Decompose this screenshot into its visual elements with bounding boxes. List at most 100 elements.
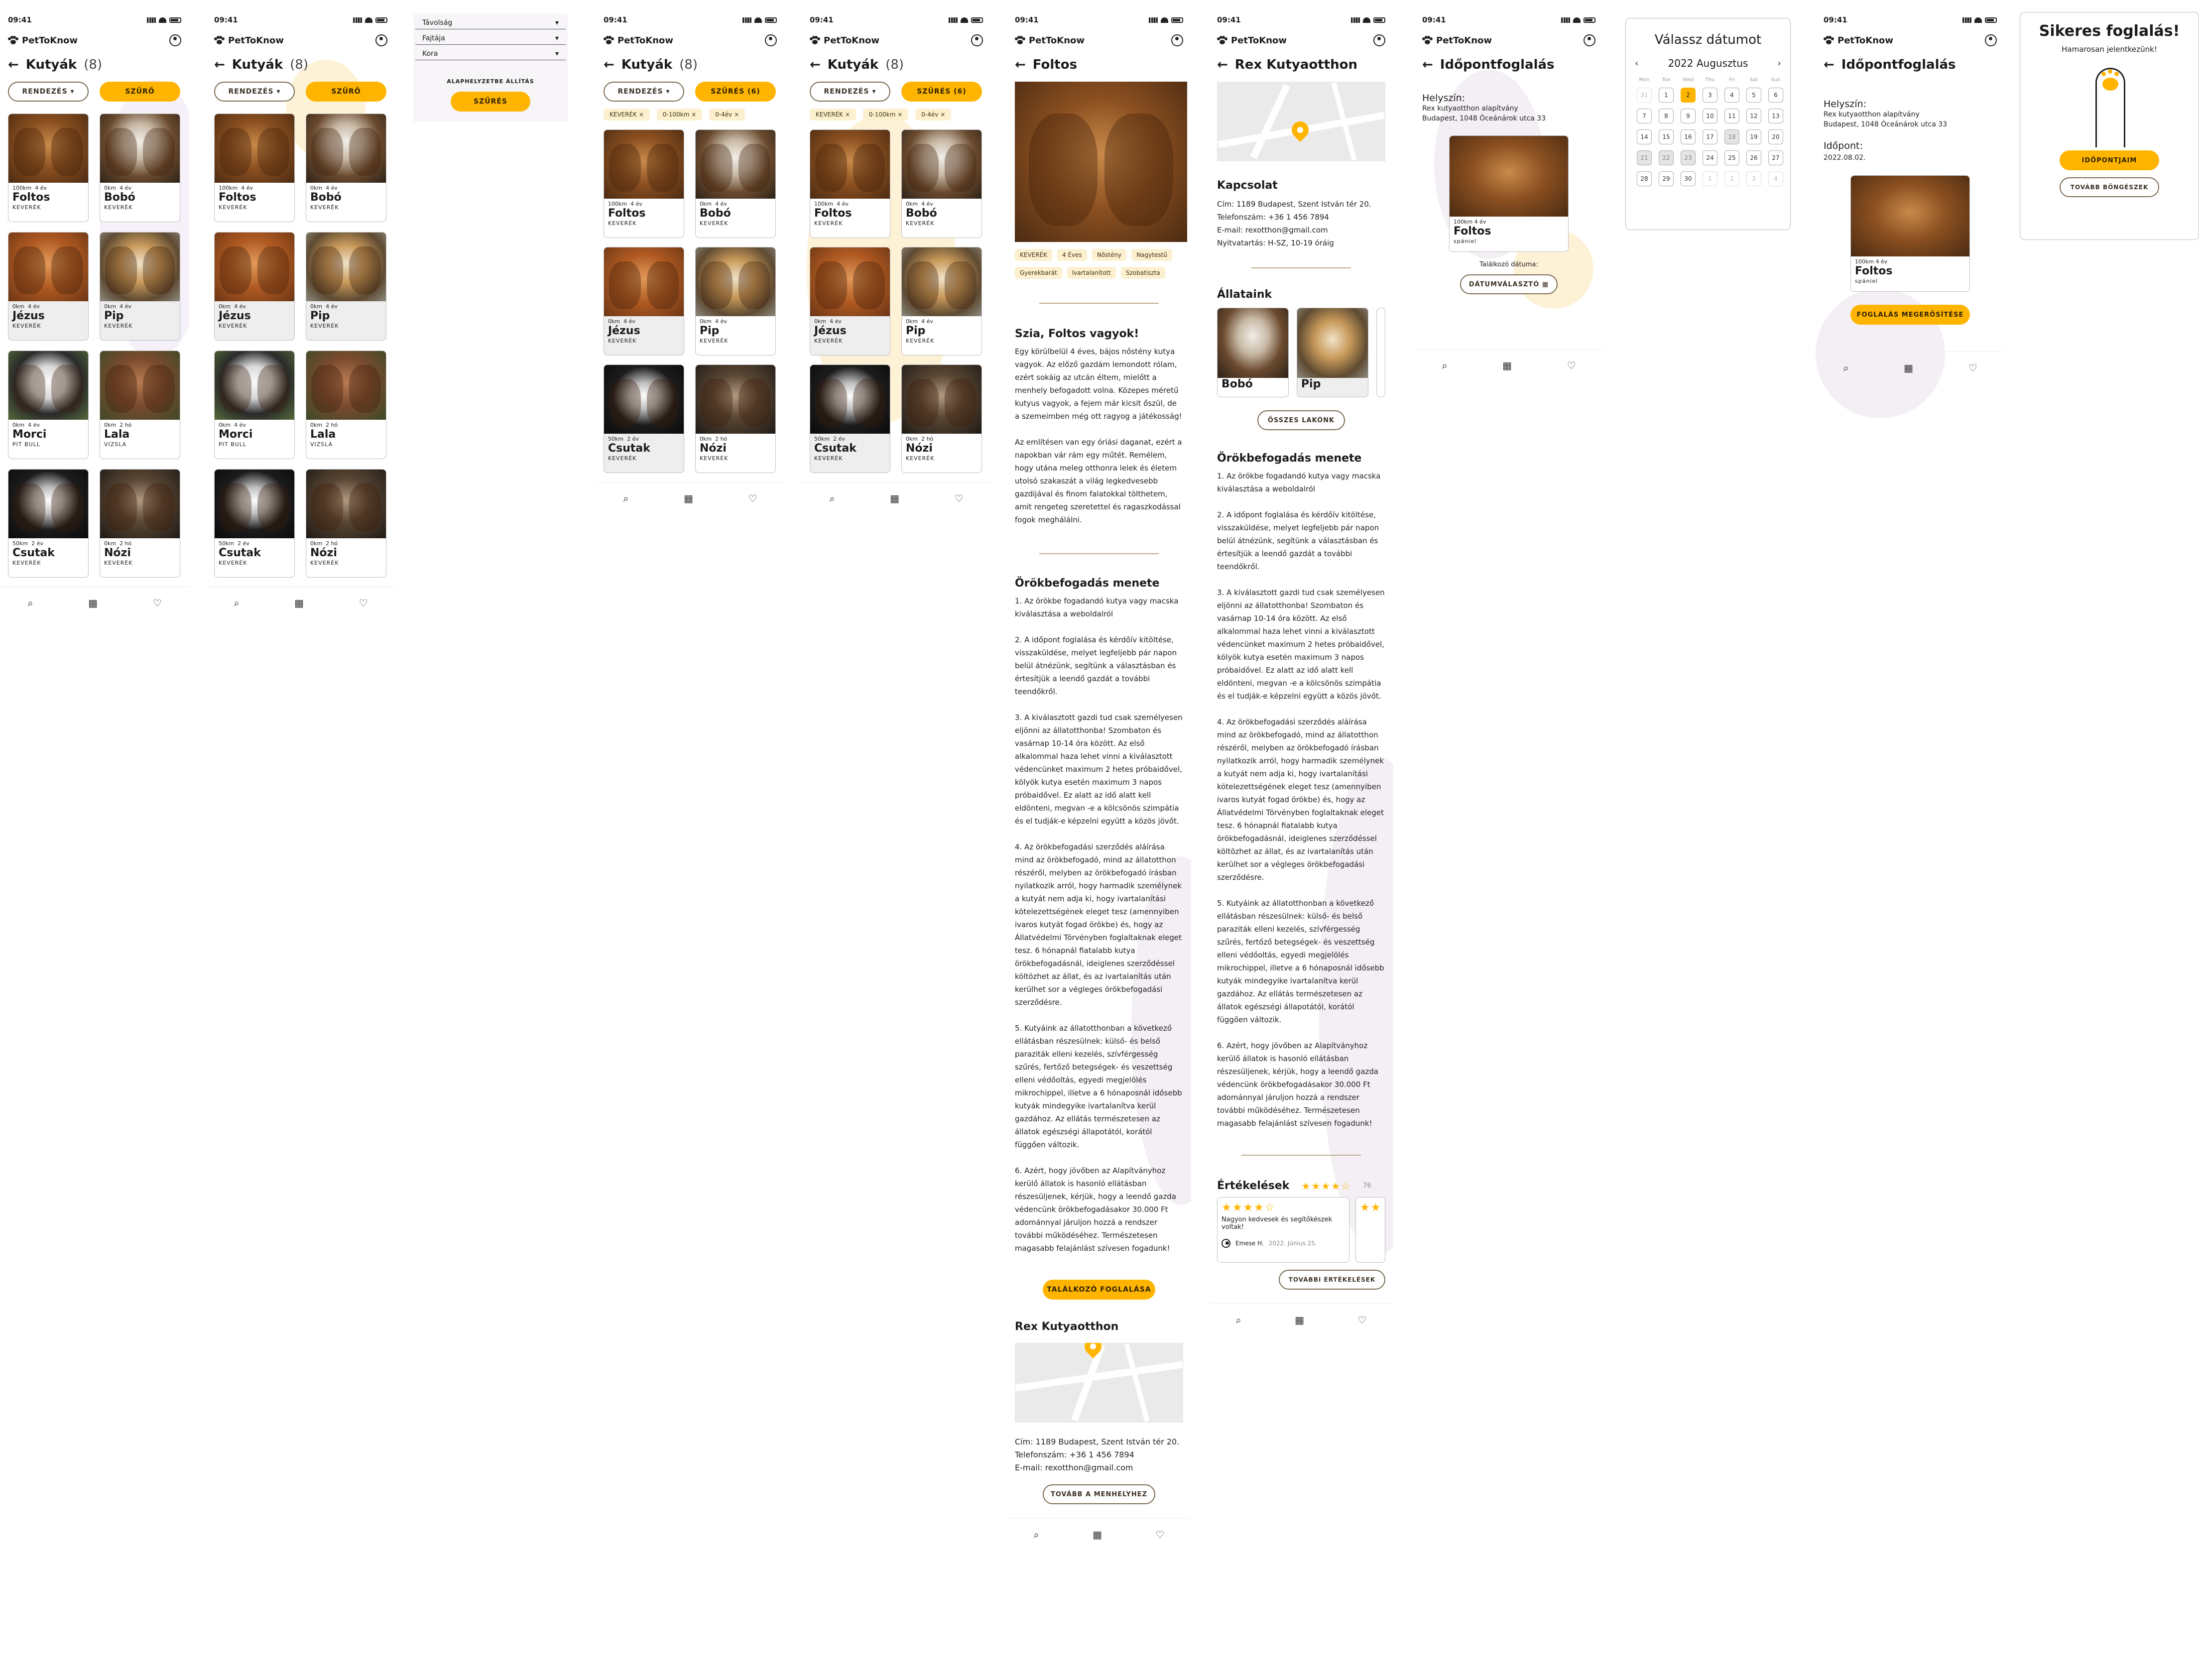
dog-card[interactable]: 0km 4 év Pip KEVERÉK xyxy=(901,247,982,356)
filter-distance[interactable]: Távolság ▾ xyxy=(415,14,566,29)
calendar-day[interactable]: 25 xyxy=(1724,150,1739,165)
dog-card[interactable]: 50km 2 év Csutak KEVERÉK xyxy=(214,469,295,578)
animal-card-partial[interactable] xyxy=(1376,308,1386,397)
search-icon[interactable]: ⌕ xyxy=(829,492,835,504)
dog-card[interactable]: 0km 2 hó Nózi KEVERÉK xyxy=(901,364,982,473)
calendar-icon[interactable]: ▦ xyxy=(294,597,304,609)
dog-card[interactable]: 0km 2 hó Nózi KEVERÉK xyxy=(695,364,776,473)
dog-card[interactable]: 0km 4 év Pip KEVERÉK xyxy=(306,232,386,341)
filter-button-active[interactable]: SZŰRÉS (6) xyxy=(695,82,776,102)
calendar-day[interactable]: 24 xyxy=(1703,150,1717,165)
calendar-day[interactable]: 5 xyxy=(1746,88,1761,103)
search-icon[interactable]: ⌕ xyxy=(1033,1528,1039,1541)
filter-submit-button[interactable]: SZŰRÉS xyxy=(451,92,530,112)
profile-icon[interactable] xyxy=(1373,34,1385,46)
calendar-day[interactable]: 9 xyxy=(1681,109,1696,123)
calendar-day[interactable]: 1 xyxy=(1703,171,1717,186)
filter-button-active[interactable]: SZŰRÉS (6) xyxy=(901,82,982,102)
calendar-day[interactable]: 16 xyxy=(1681,129,1696,144)
dog-card[interactable]: 0km 4 év Bobó KEVERÉK xyxy=(100,114,180,222)
date-picker-button[interactable]: DÁTUMVÁLASZTÓ ▦ xyxy=(1460,274,1558,294)
search-icon[interactable]: ⌕ xyxy=(1843,361,1849,374)
dog-card[interactable]: 0km 2 hó Lala VIZSLA xyxy=(100,351,180,459)
calendar-day[interactable]: 10 xyxy=(1703,109,1717,123)
filter-breed[interactable]: Fajtája ▾ xyxy=(415,29,566,45)
profile-icon[interactable] xyxy=(169,34,181,46)
calendar-icon[interactable]: ▦ xyxy=(88,597,98,609)
filter-chip[interactable]: 0-4év × xyxy=(915,109,952,120)
filter-age[interactable]: Kora ▾ xyxy=(415,45,566,60)
sort-button[interactable]: RENDEZÉS ▾ xyxy=(214,82,295,102)
bulb-icon[interactable]: ♡ xyxy=(1567,359,1576,371)
dog-card[interactable]: 50km 2 év Csutak KEVERÉK xyxy=(8,469,89,578)
calendar-day[interactable]: 7 xyxy=(1637,109,1652,123)
calendar-day[interactable]: 23 xyxy=(1681,150,1696,165)
dog-card[interactable]: 100km 4 év Foltos KEVERÉK xyxy=(810,129,890,238)
back-arrow-icon[interactable]: ← xyxy=(1015,57,1026,72)
more-reviews-button[interactable]: TOVÁBBI ÉRTÉKELÉSEK xyxy=(1279,1270,1385,1290)
dog-card[interactable]: 0km 2 hó Nózi KEVERÉK xyxy=(100,469,180,578)
calendar-day[interactable]: 18 xyxy=(1724,129,1739,144)
filter-reset-link[interactable]: ALAPHELYZETBE ÁLLÍTÁS xyxy=(447,78,534,85)
search-icon[interactable]: ⌕ xyxy=(1442,359,1448,371)
calendar-day[interactable]: 3 xyxy=(1703,88,1717,103)
dog-card[interactable]: 0km 4 év Jézus KEVERÉK xyxy=(214,232,295,341)
next-month-icon[interactable]: › xyxy=(1777,58,1781,69)
dog-card[interactable]: 50km 2 év Csutak KEVERÉK xyxy=(604,364,684,473)
filter-chip[interactable]: 0-4év × xyxy=(709,109,745,120)
profile-icon[interactable] xyxy=(971,34,983,46)
filter-chip[interactable]: 0-100km × xyxy=(862,109,909,120)
go-to-shelter-button[interactable]: TOVÁBB A MENHELYHEZ xyxy=(1043,1484,1155,1504)
dog-card[interactable]: 0km 4 év Morci PIT BULL xyxy=(8,351,89,459)
calendar-day[interactable]: 17 xyxy=(1703,129,1717,144)
profile-icon[interactable] xyxy=(1985,34,1997,46)
back-arrow-icon[interactable]: ← xyxy=(604,57,614,72)
prev-month-icon[interactable]: ‹ xyxy=(1635,58,1639,69)
calendar-day[interactable]: 31 xyxy=(1637,88,1652,103)
bulb-icon[interactable]: ♡ xyxy=(1155,1528,1165,1541)
booked-dog-card[interactable]: 100km 4 év Foltos spániel xyxy=(1449,135,1569,252)
shelter-map[interactable] xyxy=(1217,82,1385,161)
calendar-day[interactable]: 21 xyxy=(1637,150,1652,165)
book-meeting-button[interactable]: TALÁLKOZÓ FOGLALÁSA xyxy=(1043,1280,1155,1300)
dog-card[interactable]: 100km 4 év Foltos KEVERÉK xyxy=(8,114,89,222)
dog-card[interactable]: 50km 2 év Csutak KEVERÉK xyxy=(810,364,890,473)
my-appointments-button[interactable]: IDŐPONTJAIM xyxy=(2060,150,2159,170)
filter-button[interactable]: SZŰRŐ xyxy=(306,82,386,102)
search-icon[interactable]: ⌕ xyxy=(234,597,240,609)
dog-card[interactable]: 0km 4 év Jézus KEVERÉK xyxy=(604,247,684,356)
calendar-day[interactable]: 26 xyxy=(1746,150,1761,165)
dog-card[interactable]: 0km 2 hó Lala VIZSLA xyxy=(306,351,386,459)
profile-icon[interactable] xyxy=(375,34,387,46)
dog-card[interactable]: 100km 4 év Foltos KEVERÉK xyxy=(604,129,684,238)
review-card[interactable]: ★★★★☆ Nagyon kedvesek és segítőkészek vo… xyxy=(1217,1197,1349,1263)
calendar-icon[interactable]: ▦ xyxy=(1295,1314,1305,1326)
calendar-day[interactable]: 6 xyxy=(1768,88,1783,103)
filter-chip[interactable]: KEVERÉK × xyxy=(810,109,856,120)
filter-chip[interactable]: KEVERÉK × xyxy=(604,109,650,120)
filter-chip[interactable]: 0-100km × xyxy=(656,109,703,120)
calendar-icon[interactable]: ▦ xyxy=(1904,361,1914,374)
filter-button[interactable]: SZŰRŐ xyxy=(100,82,180,102)
bulb-icon[interactable]: ♡ xyxy=(954,492,964,504)
calendar-day[interactable]: 20 xyxy=(1768,129,1783,144)
dog-card[interactable]: 100km 4 év Foltos KEVERÉK xyxy=(214,114,295,222)
calendar-day[interactable]: 8 xyxy=(1659,109,1674,123)
dog-card[interactable]: 0km 4 év Pip KEVERÉK xyxy=(695,247,776,356)
calendar-day[interactable]: 4 xyxy=(1724,88,1739,103)
booked-dog-card[interactable]: 100km 4 év Foltos spániel xyxy=(1850,175,1970,292)
all-animals-button[interactable]: ÖSSZES LAKÓNK xyxy=(1257,410,1345,430)
sort-button[interactable]: RENDEZÉS ▾ xyxy=(810,82,890,102)
bulb-icon[interactable]: ♡ xyxy=(1968,361,1977,374)
calendar-day[interactable]: 22 xyxy=(1659,150,1674,165)
calendar-day[interactable]: 14 xyxy=(1637,129,1652,144)
calendar-day[interactable]: 28 xyxy=(1637,171,1652,186)
dog-card[interactable]: 0km 4 év Bobó KEVERÉK xyxy=(695,129,776,238)
calendar-icon[interactable]: ▦ xyxy=(890,492,900,504)
back-arrow-icon[interactable]: ← xyxy=(1217,57,1228,72)
dog-card[interactable]: 0km 4 év Bobó KEVERÉK xyxy=(901,129,982,238)
review-card-partial[interactable]: ★★ xyxy=(1355,1197,1385,1263)
calendar-day[interactable]: 27 xyxy=(1768,150,1783,165)
profile-icon[interactable] xyxy=(1584,34,1595,46)
animal-card[interactable]: Bobó xyxy=(1217,308,1289,397)
